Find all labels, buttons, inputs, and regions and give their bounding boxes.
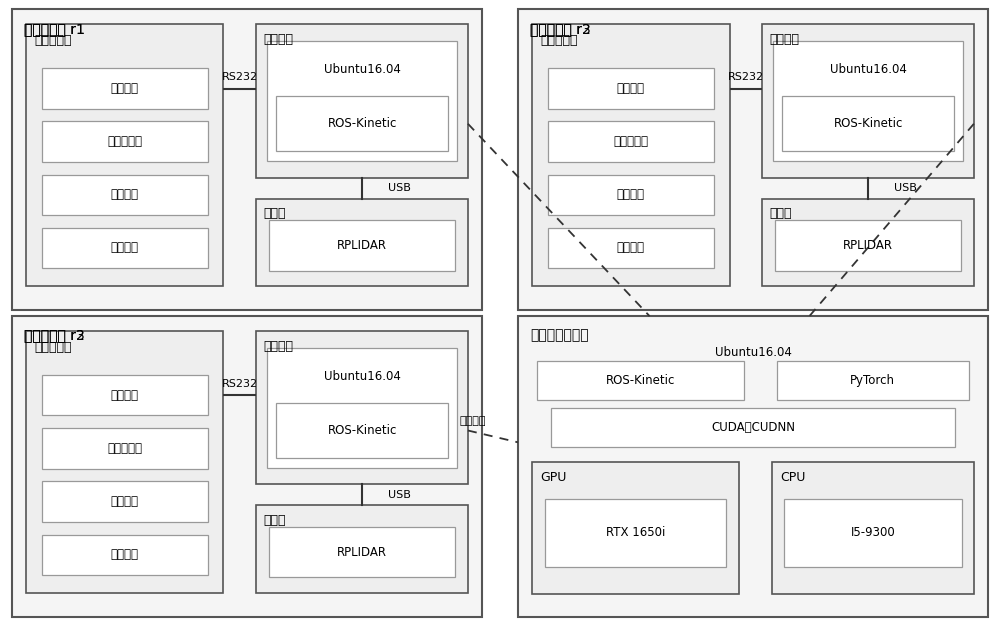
Bar: [545, 498, 726, 567]
Text: 围捕机器人 r2: 围捕机器人 r2: [530, 22, 591, 36]
Bar: [42, 121, 208, 162]
Bar: [269, 527, 455, 577]
Bar: [548, 121, 714, 162]
Bar: [276, 403, 448, 458]
Bar: [518, 316, 988, 617]
Text: 控制主板: 控制主板: [617, 242, 645, 255]
Text: 目标机器人 r1: 目标机器人 r1: [24, 22, 85, 36]
Text: RS232: RS232: [222, 379, 258, 389]
Bar: [256, 331, 468, 485]
Text: 驱动电机: 驱动电机: [111, 389, 139, 402]
Bar: [532, 24, 730, 286]
Bar: [269, 220, 455, 270]
Bar: [773, 41, 963, 161]
Text: 目标机器人 r1: 目标机器人 r1: [24, 22, 85, 36]
Bar: [42, 68, 208, 109]
Bar: [256, 24, 468, 178]
Bar: [42, 228, 208, 268]
Text: 车载电源: 车载电源: [111, 495, 139, 508]
Text: 先锋机器人: 先锋机器人: [34, 34, 72, 48]
Text: CUDA、CUDNN: CUDA、CUDNN: [711, 421, 795, 434]
Text: Ubuntu16.04: Ubuntu16.04: [830, 63, 907, 76]
Bar: [518, 9, 988, 310]
Bar: [784, 498, 962, 567]
Bar: [776, 361, 969, 400]
Text: GPU: GPU: [540, 471, 566, 484]
Bar: [42, 481, 208, 522]
Bar: [42, 375, 208, 416]
Text: 网络协议: 网络协议: [460, 416, 486, 426]
Text: USB: USB: [894, 183, 916, 193]
Text: CPU: CPU: [780, 471, 805, 484]
Bar: [267, 41, 457, 161]
Text: RS232: RS232: [222, 72, 258, 82]
Text: Ubuntu16.04: Ubuntu16.04: [324, 63, 401, 76]
Bar: [267, 348, 457, 468]
Text: Ubuntu16.04: Ubuntu16.04: [324, 370, 401, 383]
Text: 驱动电机: 驱动电机: [617, 82, 645, 95]
Text: RPLIDAR: RPLIDAR: [843, 239, 893, 252]
Text: I5-9300: I5-9300: [850, 526, 895, 540]
Text: 围捕机器人 r3: 围捕机器人 r3: [530, 22, 591, 36]
Bar: [548, 175, 714, 215]
Text: 传感器: 传感器: [769, 207, 792, 220]
Text: 先锋机器人: 先锋机器人: [540, 34, 578, 48]
Bar: [42, 428, 208, 469]
Bar: [12, 316, 482, 617]
Bar: [548, 228, 714, 268]
Text: USB: USB: [388, 183, 410, 193]
Text: 传感器: 传感器: [263, 207, 286, 220]
Bar: [782, 96, 954, 151]
Bar: [276, 96, 448, 151]
Text: 传感器: 传感器: [263, 514, 286, 527]
Text: 驱动电机: 驱动电机: [111, 82, 139, 95]
Text: ROS-Kinetic: ROS-Kinetic: [833, 117, 903, 130]
Text: 光学编码器: 光学编码器: [107, 135, 142, 148]
Bar: [537, 361, 744, 400]
Bar: [42, 175, 208, 215]
Text: 控制主板: 控制主板: [111, 242, 139, 255]
Text: 车载电源: 车载电源: [617, 188, 645, 202]
Bar: [26, 331, 223, 593]
Text: RPLIDAR: RPLIDAR: [337, 239, 387, 252]
Bar: [256, 505, 468, 593]
Text: USB: USB: [388, 490, 410, 500]
Text: 围捕机器人 r2: 围捕机器人 r2: [24, 329, 85, 342]
Bar: [772, 462, 974, 594]
Bar: [551, 408, 955, 447]
Bar: [532, 462, 739, 594]
Bar: [775, 220, 961, 270]
Text: ROS-Kinetic: ROS-Kinetic: [327, 117, 397, 130]
Bar: [42, 535, 208, 575]
Text: 围捕机器人 r3: 围捕机器人 r3: [24, 329, 85, 342]
Bar: [762, 24, 974, 178]
Text: 外接主控: 外接主控: [263, 33, 293, 46]
Bar: [256, 198, 468, 286]
Bar: [548, 68, 714, 109]
Bar: [12, 9, 482, 310]
Text: 外接主控: 外接主控: [769, 33, 799, 46]
Text: 车载电源: 车载电源: [111, 188, 139, 202]
Text: 控制主板: 控制主板: [111, 548, 139, 562]
Text: 深度学习服务器: 深度学习服务器: [530, 329, 589, 342]
Text: ROS-Kinetic: ROS-Kinetic: [327, 424, 397, 437]
Text: RPLIDAR: RPLIDAR: [337, 546, 387, 558]
Text: Ubuntu16.04: Ubuntu16.04: [715, 346, 791, 359]
Text: PyTorch: PyTorch: [850, 374, 895, 387]
Bar: [26, 24, 223, 286]
Text: 光学编码器: 光学编码器: [613, 135, 648, 148]
Text: RTX 1650i: RTX 1650i: [606, 526, 665, 540]
Text: ROS-Kinetic: ROS-Kinetic: [606, 374, 675, 387]
Text: 先锋机器人: 先锋机器人: [34, 341, 72, 354]
Text: 外接主控: 外接主控: [263, 340, 293, 353]
Bar: [762, 198, 974, 286]
Text: 光学编码器: 光学编码器: [107, 442, 142, 455]
Text: RS232: RS232: [728, 72, 764, 82]
